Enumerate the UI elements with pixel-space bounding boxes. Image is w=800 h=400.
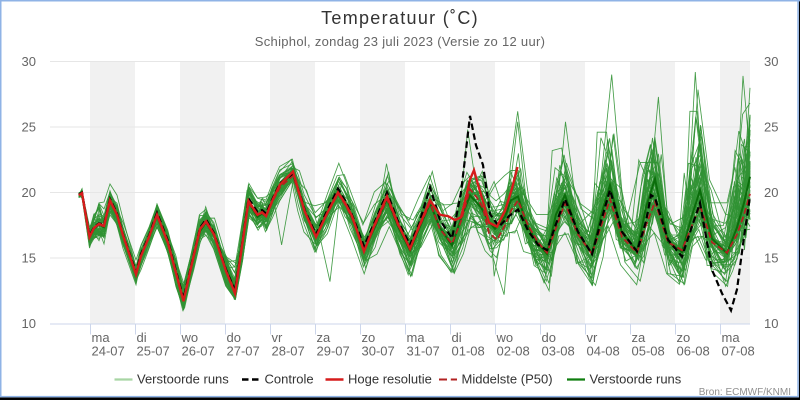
svg-text:vr: vr <box>587 330 599 345</box>
svg-text:30: 30 <box>764 54 778 69</box>
svg-text:wo: wo <box>181 330 199 345</box>
svg-text:20: 20 <box>22 185 36 200</box>
svg-text:Temperatuur (˚C): Temperatuur (˚C) <box>321 8 479 28</box>
svg-text:do: do <box>227 330 241 345</box>
svg-text:02-08: 02-08 <box>497 343 530 358</box>
svg-text:za: za <box>317 330 332 345</box>
svg-text:25: 25 <box>22 120 36 135</box>
svg-text:06-08: 06-08 <box>677 343 710 358</box>
svg-text:04-08: 04-08 <box>587 343 620 358</box>
svg-text:Schiphol, zondag 23 juli 2023: Schiphol, zondag 23 juli 2023 (Versie zo… <box>255 34 545 49</box>
svg-text:26-07: 26-07 <box>182 343 215 358</box>
svg-text:25-07: 25-07 <box>137 343 170 358</box>
svg-text:27-07: 27-07 <box>227 343 260 358</box>
svg-text:za: za <box>632 330 647 345</box>
svg-text:ma: ma <box>407 330 426 345</box>
svg-text:Verstoorde runs: Verstoorde runs <box>137 372 229 387</box>
svg-text:Hoge resolutie: Hoge resolutie <box>348 372 432 387</box>
svg-text:Bron: ECMWF/KNMI: Bron: ECMWF/KNMI <box>699 387 791 398</box>
svg-text:24-07: 24-07 <box>92 343 125 358</box>
svg-text:zo: zo <box>362 330 376 345</box>
svg-text:07-08: 07-08 <box>722 343 755 358</box>
svg-text:30-07: 30-07 <box>362 343 395 358</box>
svg-text:zo: zo <box>677 330 691 345</box>
svg-text:01-08: 01-08 <box>452 343 485 358</box>
svg-text:20: 20 <box>764 185 778 200</box>
svg-text:di: di <box>452 330 462 345</box>
svg-text:31-07: 31-07 <box>407 343 440 358</box>
svg-text:ma: ma <box>722 330 741 345</box>
svg-text:30: 30 <box>22 54 36 69</box>
svg-text:10: 10 <box>764 316 778 331</box>
svg-text:vr: vr <box>272 330 284 345</box>
svg-text:di: di <box>137 330 147 345</box>
svg-text:05-08: 05-08 <box>632 343 665 358</box>
svg-text:ma: ma <box>92 330 111 345</box>
svg-text:wo: wo <box>496 330 514 345</box>
svg-text:15: 15 <box>22 251 36 266</box>
svg-text:Verstoorde runs: Verstoorde runs <box>590 372 682 387</box>
svg-text:25: 25 <box>764 120 778 135</box>
svg-text:03-08: 03-08 <box>542 343 575 358</box>
svg-text:10: 10 <box>22 316 36 331</box>
svg-text:do: do <box>542 330 556 345</box>
svg-text:29-07: 29-07 <box>317 343 350 358</box>
svg-text:15: 15 <box>764 251 778 266</box>
svg-text:Middelste (P50): Middelste (P50) <box>462 372 553 387</box>
svg-text:28-07: 28-07 <box>272 343 305 358</box>
svg-text:Controle: Controle <box>265 372 314 387</box>
